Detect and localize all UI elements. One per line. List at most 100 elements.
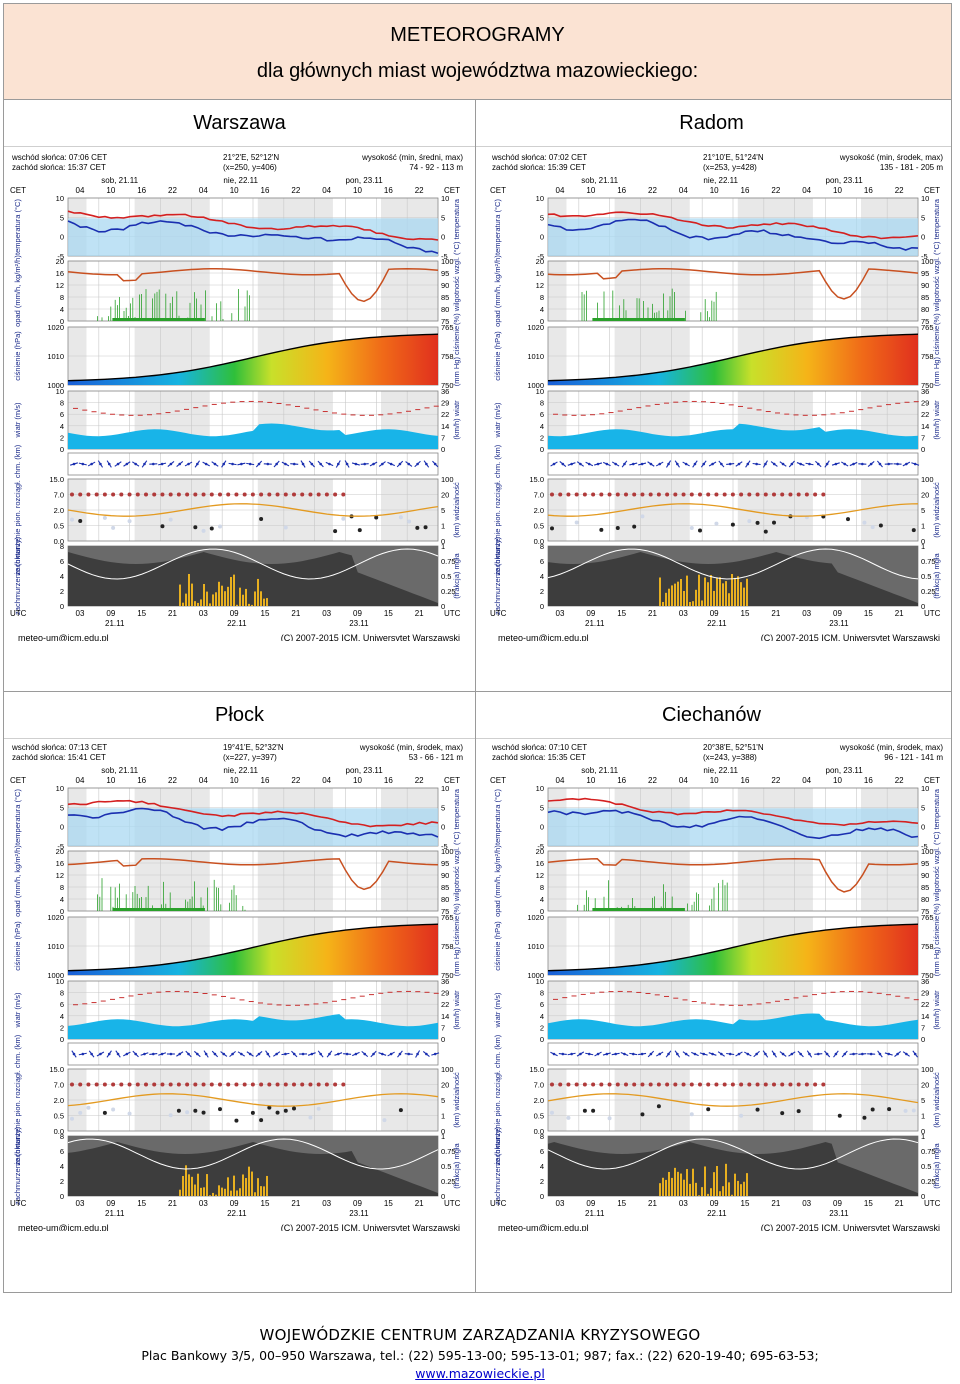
tick-right: 750 — [921, 381, 934, 390]
day-label: pon, 23.11 — [826, 766, 864, 775]
tick-right: 0 — [921, 1035, 925, 1044]
tick-right: 1 — [921, 522, 925, 531]
utc-label: UTC — [444, 1199, 461, 1208]
hour-label-cet: 04 — [199, 186, 208, 195]
pressure-line — [67, 333, 439, 382]
tick-left: 4 — [60, 572, 64, 581]
meteogram-panel — [547, 850, 919, 912]
hour-label-cet: 16 — [617, 186, 626, 195]
tick-left: 10 — [56, 387, 64, 396]
cet-label: CET — [10, 776, 26, 785]
temperature-line — [547, 211, 919, 240]
tick-right: 22 — [921, 1000, 929, 1009]
cet-label: CET — [490, 776, 506, 785]
panel-label-left: temperatura (°C) — [13, 199, 22, 255]
tick-right: 758 — [921, 352, 934, 361]
tick-left: 0 — [540, 823, 544, 832]
hour-label-cet: 04 — [76, 186, 85, 195]
tick-left: 8 — [60, 542, 64, 551]
tick-left: 1000 — [527, 381, 544, 390]
tick-left: 2 — [60, 433, 64, 442]
panel-label-left: ciśnienie (hPa) — [13, 331, 22, 381]
dewpoint-line — [547, 809, 919, 840]
tick-left: 1020 — [47, 913, 64, 922]
tick-left: 2.0 — [534, 506, 544, 515]
tick-left: 20 — [536, 847, 544, 856]
panel-label-left: opad (mm/h, kg/m²/h) — [493, 845, 502, 917]
page-subtitle: dla głównych miast województwa mazowieck… — [256, 60, 699, 82]
meteogram-panel — [547, 1068, 919, 1132]
tick-right: 0 — [921, 1192, 925, 1201]
tick-right: 758 — [921, 942, 934, 951]
hour-label-utc: 15 — [261, 1199, 270, 1208]
sunset-label: zachód słońca: 15:37 CET — [12, 163, 106, 172]
hour-label-utc: 09 — [106, 609, 115, 618]
panel-label-right: (mm Hg) ciśnienie — [932, 326, 941, 386]
tick-left: 5 — [540, 803, 544, 812]
pressure-line — [547, 923, 919, 972]
panel-label-left: zachmurzenie (oktanty) — [13, 1127, 22, 1205]
tick-right: 0.5 — [921, 1162, 931, 1171]
tick-left: 0 — [60, 907, 64, 916]
tick-left: 4 — [60, 305, 64, 314]
day-label: nie, 22.11 — [223, 176, 258, 185]
tick-right: 90 — [441, 871, 449, 880]
wind-speed-area — [68, 1014, 438, 1039]
hour-label-cet: 10 — [106, 776, 115, 785]
hour-label-utc: 21 — [648, 1199, 657, 1208]
tick-right: 0 — [441, 537, 445, 546]
hour-label-utc: 09 — [353, 1199, 362, 1208]
panel-label-right: (°C) temperatura — [452, 788, 461, 845]
panel-label-left: zachmurzenie pion. rozciągł. chm. (km) — [493, 444, 502, 575]
hour-label-cet: 16 — [137, 186, 146, 195]
tick-left: 8 — [540, 399, 544, 408]
tick-right: 10 — [921, 194, 929, 203]
tick-right: 5 — [921, 803, 925, 812]
row-divider — [4, 691, 951, 692]
tick-left: 10 — [536, 387, 544, 396]
tick-left: 4 — [60, 1162, 64, 1171]
tick-left: 0 — [60, 445, 64, 454]
panel-label-left: wiatr (m/s) — [493, 402, 502, 438]
tick-right: 0.5 — [921, 572, 931, 581]
tick-left: 0 — [540, 1035, 544, 1044]
hour-label-cet: 10 — [710, 186, 719, 195]
day-label: sob, 21.11 — [581, 176, 618, 185]
hour-label-utc: 03 — [679, 609, 688, 618]
tick-right: -5 — [921, 842, 928, 851]
hour-label-cet: 10 — [230, 186, 239, 195]
tick-right: 14 — [441, 1012, 449, 1021]
tick-left: 1020 — [47, 323, 64, 332]
meteogram-ciechanow: wschód słońca: 07:10 CET zachód słońca: 1… — [488, 741, 948, 1231]
hour-label-utc: 21 — [415, 609, 424, 618]
tick-right: 80 — [921, 895, 929, 904]
hour-label-cet: 04 — [556, 186, 565, 195]
day-label-bottom: 23.11 — [349, 1209, 369, 1218]
pressure-line — [67, 923, 439, 972]
meteogram-footer-copyright: (C) 2007-2015 ICM, Uniwersytet Warszawsk… — [761, 1223, 940, 1231]
hour-label-utc: 15 — [617, 1199, 626, 1208]
hour-label-cet: 22 — [291, 186, 300, 195]
tick-left: 0.5 — [534, 522, 544, 531]
hour-label-utc: 15 — [384, 1199, 393, 1208]
footer-website-link[interactable]: www.mazowieckie.pl — [415, 1366, 545, 1381]
hour-label-utc: 03 — [199, 1199, 208, 1208]
tick-right: 0 — [441, 1192, 445, 1201]
hour-label-utc: 15 — [864, 609, 873, 618]
tick-left: 8 — [540, 293, 544, 302]
tick-left: 8 — [540, 1132, 544, 1141]
hour-label-cet: 10 — [353, 776, 362, 785]
tick-left: 0 — [60, 823, 64, 832]
tick-right: 750 — [921, 971, 934, 980]
tick-right: 20 — [921, 1081, 929, 1090]
tick-left: 0 — [60, 317, 64, 326]
panel-label-left: temperatura (°C) — [13, 789, 22, 845]
tick-right: 750 — [441, 381, 454, 390]
day-label-bottom: 23.11 — [829, 1209, 849, 1218]
hour-label-utc: 03 — [322, 609, 331, 618]
tick-left: 6 — [540, 1000, 544, 1009]
pressure-line — [547, 333, 919, 382]
tick-left: 1010 — [47, 352, 64, 361]
meteogram-footer-copyright: (C) 2007-2015 ICM, Uniwersytet Warszawsk… — [281, 1223, 460, 1231]
hour-label-utc: 15 — [741, 609, 750, 618]
